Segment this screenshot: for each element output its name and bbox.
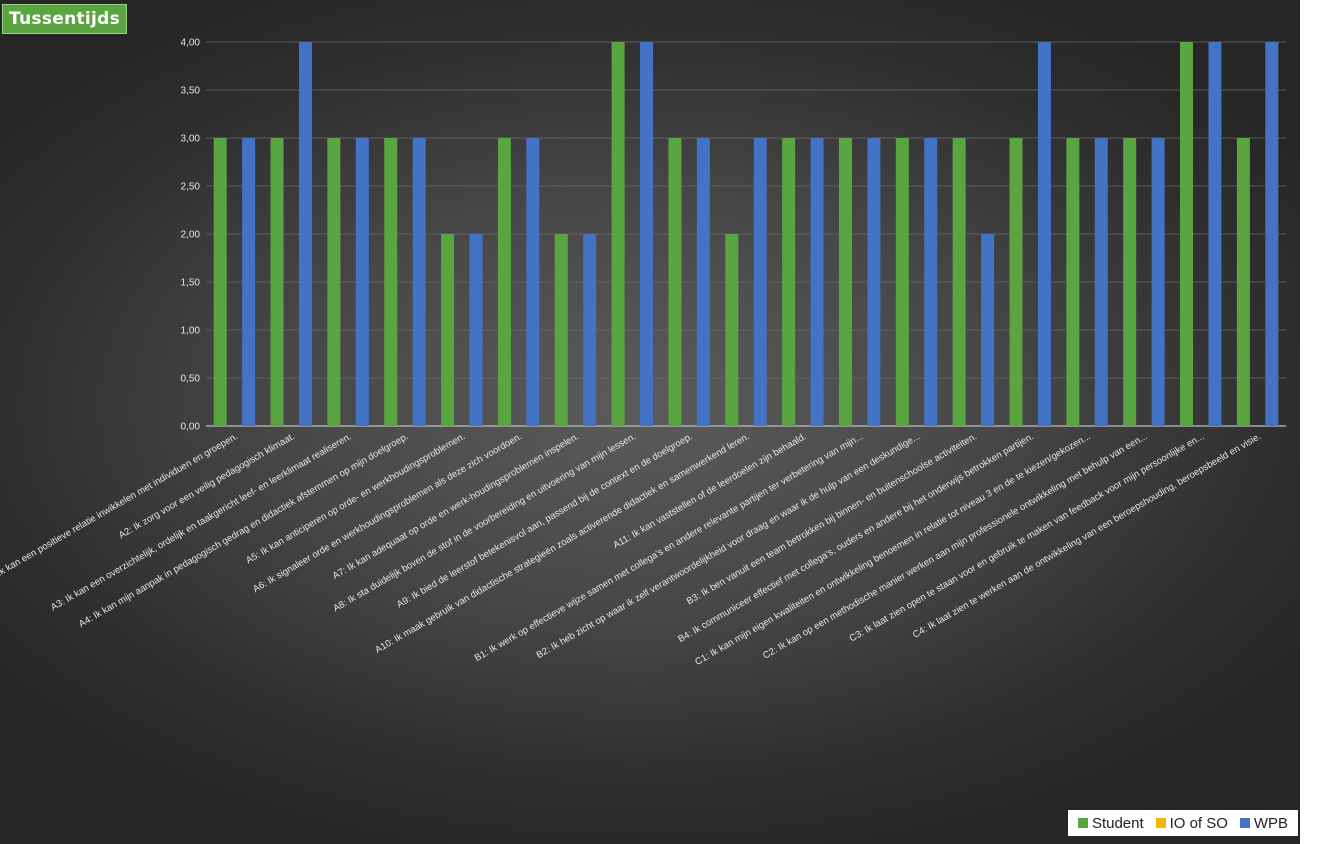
y-tick-label: 3,00 bbox=[181, 134, 201, 145]
y-tick-label: 1,50 bbox=[181, 278, 201, 289]
bar-wpb bbox=[242, 138, 255, 426]
bar-wpb bbox=[981, 234, 994, 426]
bar-wpb bbox=[1038, 42, 1051, 426]
bar-wpb bbox=[867, 138, 880, 426]
x-tick-label: A10: Ik maak gebruik van didactische str… bbox=[373, 431, 751, 656]
legend-label-student: Student bbox=[1092, 815, 1144, 832]
bar-student bbox=[1237, 138, 1250, 426]
legend-swatch-io-of-so bbox=[1156, 818, 1166, 828]
x-tick-label: A6: Ik signaleer orde en werkhoudingspro… bbox=[251, 431, 524, 595]
bar-wpb bbox=[413, 138, 426, 426]
legend-label-wpb: WPB bbox=[1254, 815, 1288, 832]
y-tick-label: 0,50 bbox=[181, 374, 201, 385]
bar-student bbox=[384, 138, 397, 426]
y-tick-label: 0,00 bbox=[181, 422, 201, 433]
bar-student bbox=[782, 138, 795, 426]
bar-wpb bbox=[299, 42, 312, 426]
bar-student bbox=[668, 138, 681, 426]
bar-student bbox=[1180, 42, 1193, 426]
bar-wpb bbox=[1208, 42, 1221, 426]
chart-legend: Student IO of SO WPB bbox=[1068, 810, 1298, 836]
legend-item-student: Student bbox=[1078, 815, 1144, 832]
y-tick-label: 1,00 bbox=[181, 326, 201, 337]
bar-student bbox=[1010, 138, 1023, 426]
bar-student bbox=[441, 234, 454, 426]
bar-wpb bbox=[1265, 42, 1278, 426]
bar-wpb bbox=[811, 138, 824, 426]
bar-student bbox=[1123, 138, 1136, 426]
x-tick-labels: A1: Ik kan een positieve relatie inwikke… bbox=[0, 431, 1263, 668]
bar-wpb bbox=[754, 138, 767, 426]
bar-student bbox=[271, 138, 284, 426]
bar-wpb bbox=[640, 42, 653, 426]
bar-wpb bbox=[1095, 138, 1108, 426]
bar-chart: 0,00 0,50 1,00 1,50 2,00 2,50 3,00 3,50 4,00 A1:… bbox=[0, 0, 1300, 844]
right-margin-strip bbox=[1300, 0, 1328, 844]
y-tick-labels: 0,00 0,50 1,00 1,50 2,00 2,50 3,00 3,50 4,00 bbox=[181, 38, 201, 433]
bar-student bbox=[1066, 138, 1079, 426]
bar-wpb bbox=[697, 138, 710, 426]
y-tick-label: 2,50 bbox=[181, 182, 201, 193]
bar-student bbox=[953, 138, 966, 426]
bar-student bbox=[896, 138, 909, 426]
bar-wpb bbox=[583, 234, 596, 426]
bar-student bbox=[555, 234, 568, 426]
legend-item-io-of-so: IO of SO bbox=[1156, 815, 1228, 832]
legend-label-io-of-so: IO of SO bbox=[1170, 815, 1228, 832]
legend-swatch-student bbox=[1078, 818, 1088, 828]
legend-item-wpb: WPB bbox=[1240, 815, 1288, 832]
y-tick-label: 4,00 bbox=[181, 38, 201, 49]
y-tick-label: 2,00 bbox=[181, 230, 201, 241]
bar-wpb bbox=[356, 138, 369, 426]
bar-student bbox=[612, 42, 625, 426]
bar-wpb bbox=[1152, 138, 1165, 426]
bar-wpb bbox=[526, 138, 539, 426]
bar-student bbox=[725, 234, 738, 426]
bar-wpb bbox=[470, 234, 483, 426]
bar-student bbox=[327, 138, 340, 426]
bar-student bbox=[498, 138, 511, 426]
bar-student bbox=[839, 138, 852, 426]
bar-student bbox=[214, 138, 227, 426]
bar-wpb bbox=[924, 138, 937, 426]
y-tick-label: 3,50 bbox=[181, 86, 201, 97]
legend-swatch-wpb bbox=[1240, 818, 1250, 828]
